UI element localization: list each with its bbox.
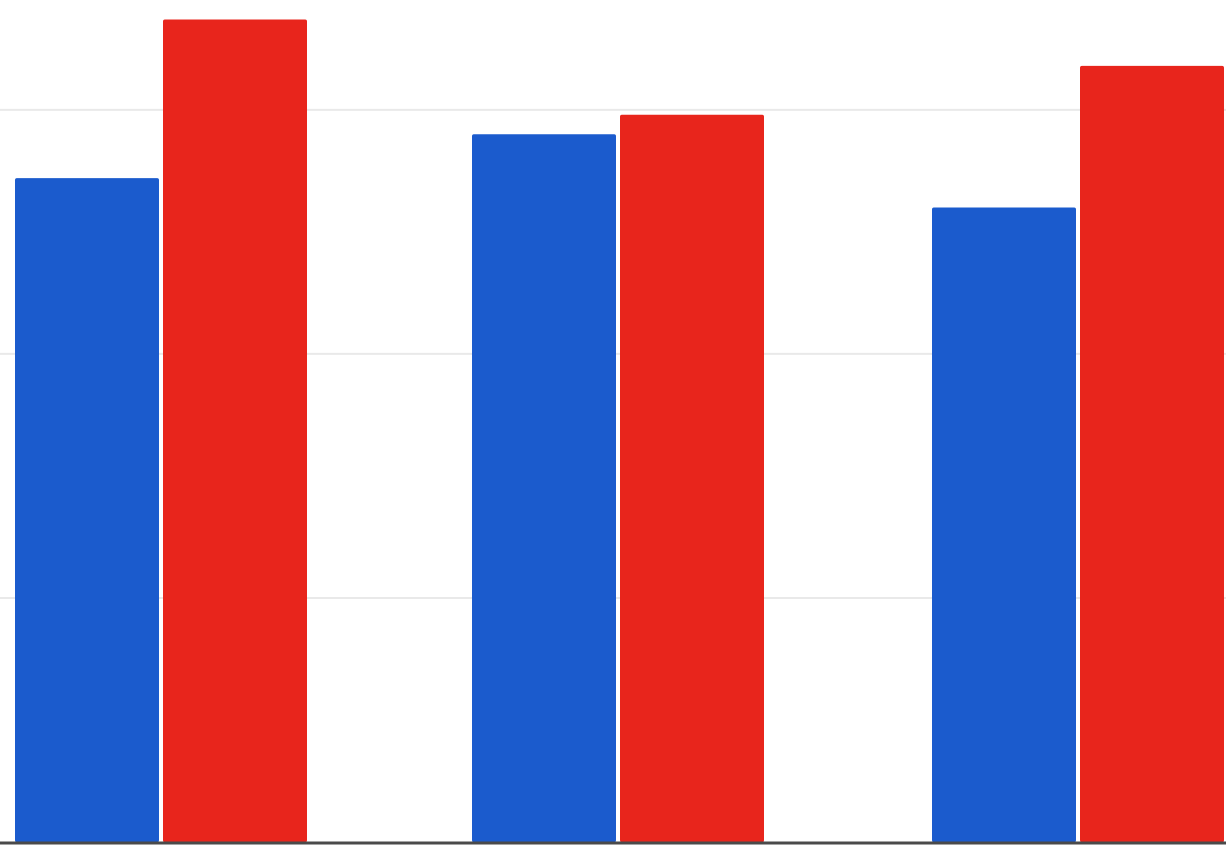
bar-series-1-category-1 — [15, 178, 159, 842]
bar-series-2-category-1 — [163, 19, 307, 842]
bar-series-1-category-3 — [932, 207, 1076, 842]
bars — [15, 19, 1224, 843]
bar-series-2-category-3 — [1080, 65, 1224, 843]
bar-series-2-category-2 — [620, 114, 764, 842]
bar-series-1-category-2 — [472, 134, 616, 843]
